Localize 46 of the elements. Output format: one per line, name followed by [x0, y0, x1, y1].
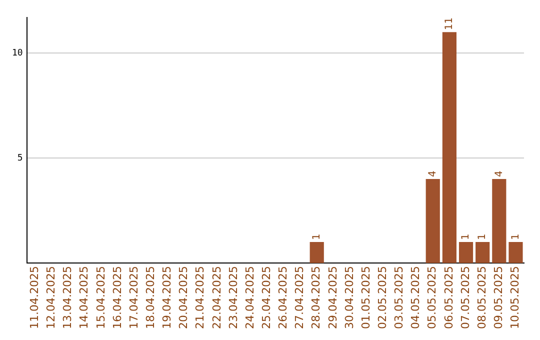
x-tick-label: 17.04.2025 — [127, 266, 140, 330]
data-label: 1 — [460, 234, 472, 240]
x-tick-label: 10.05.2025 — [508, 266, 522, 330]
data-label: 4 — [427, 170, 438, 178]
data-label: 1 — [477, 234, 488, 240]
x-tick-label: 11.04.2025 — [28, 266, 41, 330]
x-tick-label: 25.04.2025 — [260, 266, 273, 330]
data-label: 11 — [444, 17, 456, 30]
x-tick-label: 06.05.2025 — [442, 266, 456, 330]
x-tick-label: 27.04.2025 — [293, 266, 306, 330]
x-tick-label: 04.05.2025 — [409, 266, 422, 330]
x-tick-label: 09.05.2025 — [492, 266, 506, 330]
x-tick-label: 14.04.2025 — [78, 266, 91, 330]
x-tick-label: 05.05.2025 — [426, 266, 439, 330]
x-tick-label: 03.05.2025 — [392, 266, 406, 330]
x-tick-label: 20.04.2025 — [177, 266, 190, 330]
x-tick-label: 19.04.2025 — [160, 266, 174, 330]
bar — [508, 242, 523, 264]
x-tick-label: 08.05.2025 — [475, 266, 488, 330]
y-tick-label: 5 — [17, 153, 23, 164]
x-tick-label: 21.04.2025 — [194, 266, 207, 330]
x-tick-label: 29.04.2025 — [326, 266, 340, 330]
x-tick-label: 28.04.2025 — [310, 266, 323, 330]
x-tick-label: 15.04.2025 — [94, 266, 108, 330]
data-label: 1 — [510, 234, 522, 240]
bar — [492, 179, 506, 264]
y-tick-label: 10 — [12, 48, 23, 58]
x-tick-label: 26.04.2025 — [276, 266, 290, 330]
bar — [458, 242, 474, 264]
x-tick-label: 01.05.2025 — [359, 266, 372, 330]
x-tick-label: 22.04.2025 — [210, 266, 224, 330]
x-tick-label: 02.05.2025 — [376, 266, 390, 330]
data-label: 4 — [494, 170, 505, 178]
x-tick-label: 16.04.2025 — [110, 266, 124, 330]
bar — [476, 242, 490, 264]
x-tick-label: 13.04.2025 — [61, 266, 74, 330]
x-tick-label: 24.04.2025 — [243, 266, 256, 330]
x-tick-label: 07.05.2025 — [458, 266, 472, 330]
x-tick-label: 23.04.2025 — [226, 266, 240, 330]
bar — [442, 32, 456, 264]
data-label: 1 — [311, 234, 322, 240]
x-tick-label: 12.04.2025 — [44, 266, 58, 330]
bar — [310, 242, 324, 264]
x-tick-label: 18.04.2025 — [144, 266, 157, 330]
bar — [426, 179, 440, 264]
x-tick-label: 30.04.2025 — [342, 266, 356, 330]
